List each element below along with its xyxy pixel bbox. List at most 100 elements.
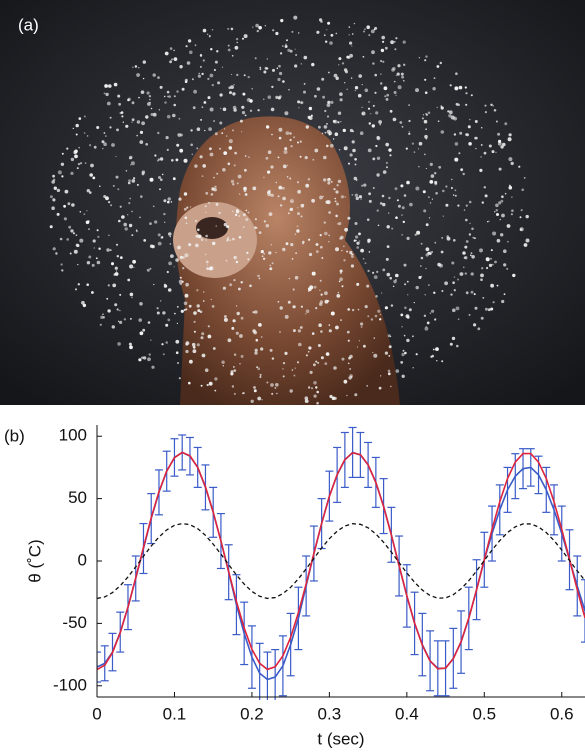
water-drop [183, 158, 188, 163]
water-drop [311, 332, 315, 335]
water-drop [380, 82, 383, 85]
water-drop [420, 242, 423, 245]
water-drop [225, 135, 228, 137]
water-drop [123, 222, 127, 227]
water-drop [233, 84, 235, 86]
water-drop [317, 344, 321, 347]
dog-nose [196, 217, 228, 239]
water-drop [255, 23, 259, 28]
water-drop [400, 72, 404, 76]
water-drop [72, 127, 75, 130]
water-drop [330, 311, 335, 316]
water-drop [130, 164, 132, 166]
water-drop [494, 260, 497, 264]
water-drop [335, 325, 339, 330]
water-drop [285, 131, 290, 136]
water-drop [269, 348, 273, 352]
water-drop [213, 120, 216, 122]
water-drop [200, 238, 204, 242]
water-drop [119, 205, 122, 208]
water-drop [102, 316, 105, 319]
water-drop [178, 197, 182, 201]
water-drop [364, 262, 367, 264]
water-drop [123, 318, 127, 321]
water-drop [326, 115, 330, 118]
water-drop [241, 105, 245, 109]
water-drop [277, 195, 280, 198]
water-drop [454, 194, 457, 197]
water-drop [115, 270, 118, 272]
water-drop [184, 293, 189, 298]
water-drop [163, 199, 167, 203]
water-drop [167, 318, 171, 322]
water-drop [468, 233, 472, 236]
water-drop [195, 234, 199, 238]
water-drop [321, 257, 324, 259]
water-drop [295, 252, 297, 255]
water-drop [326, 122, 328, 125]
water-drop [254, 389, 257, 392]
water-drop [490, 257, 492, 260]
water-drop [208, 202, 210, 204]
water-drop [481, 267, 484, 270]
water-drop [233, 353, 237, 356]
water-drop [420, 265, 422, 267]
water-drop [429, 162, 433, 166]
water-drop [210, 193, 214, 196]
water-drop [115, 155, 117, 158]
water-drop [434, 180, 438, 185]
water-drop [205, 239, 207, 241]
water-drop [300, 63, 302, 65]
water-drop [401, 352, 405, 357]
water-drop [308, 106, 313, 111]
water-drop [341, 62, 345, 65]
water-drop [111, 262, 114, 266]
water-drop [290, 145, 293, 148]
water-drop [159, 188, 161, 191]
water-drop [159, 85, 163, 89]
water-drop [406, 180, 410, 185]
water-drop [379, 318, 382, 321]
water-drop [266, 58, 268, 60]
water-drop [359, 131, 364, 135]
water-drop [70, 229, 74, 233]
water-drop [186, 206, 189, 209]
water-drop [150, 107, 153, 110]
water-drop [384, 95, 387, 98]
water-drop [193, 311, 197, 315]
water-drop [96, 229, 99, 232]
water-drop [207, 334, 212, 339]
water-drop [305, 183, 310, 188]
water-drop [425, 253, 429, 257]
water-drop [258, 277, 261, 280]
water-drop [333, 188, 336, 191]
water-drop [429, 202, 432, 204]
water-drop [260, 250, 264, 254]
water-drop [157, 76, 160, 79]
water-drop [70, 157, 75, 162]
water-drop [423, 314, 427, 317]
water-drop [297, 212, 300, 216]
water-drop [383, 86, 388, 91]
water-drop [395, 216, 398, 219]
water-drop [182, 256, 185, 259]
water-drop [270, 107, 275, 112]
water-drop [492, 105, 494, 107]
water-drop [498, 139, 502, 143]
water-drop [403, 263, 407, 267]
water-drop [376, 209, 379, 212]
water-drop [450, 293, 453, 296]
water-drop [349, 128, 353, 133]
y-tick-label: 100 [59, 426, 87, 445]
water-drop [330, 180, 333, 183]
water-drop [339, 269, 343, 273]
water-drop [74, 149, 78, 154]
water-drop [209, 147, 212, 151]
water-drop [388, 355, 391, 357]
water-drop [185, 349, 189, 354]
water-drop [160, 236, 164, 239]
water-drop [282, 368, 284, 370]
water-drop [75, 288, 77, 291]
water-drop [361, 184, 364, 187]
water-drop [313, 363, 316, 367]
